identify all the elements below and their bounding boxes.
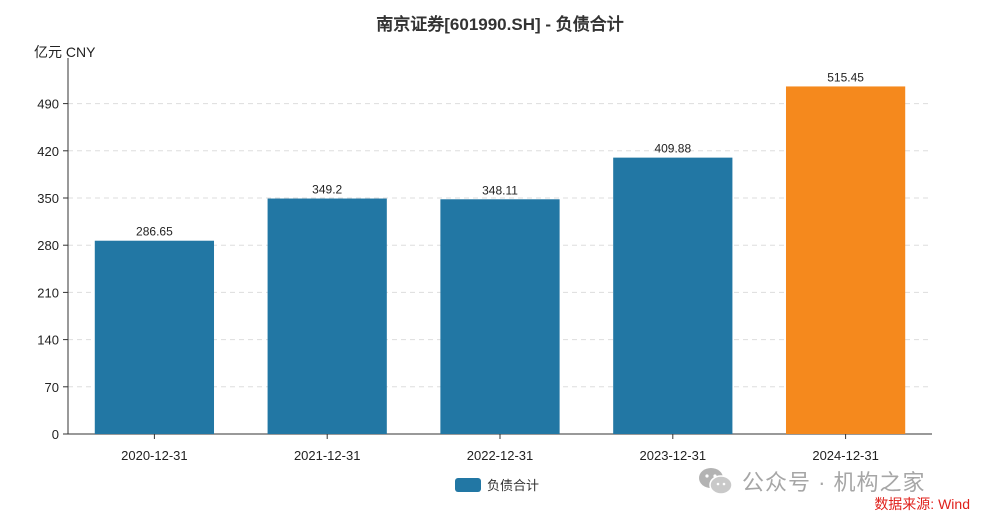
bar-2023-12-31 [613,157,733,434]
bar-2020-12-31 [94,240,215,434]
bar-value-label: 286.65 [136,225,173,239]
y-tick-label: 350 [37,191,59,206]
bar-2022-12-31 [440,199,560,434]
legend-swatch [455,477,481,492]
x-tick-label: 2024-12-31 [812,448,879,463]
bar-value-label: 409.88 [654,142,691,156]
bar-value-label: 348.11 [482,183,518,197]
x-tick-label: 2023-12-31 [640,448,707,463]
chart-title: 南京证券[601990.SH] - 负债合计 [376,15,624,34]
watermark-text: 公众号 · 机构之家 [742,470,926,495]
y-tick-label: 210 [37,285,59,300]
bar-value-label: 515.45 [827,70,864,84]
y-axis-unit-label: 亿元 CNY [34,44,96,60]
legend-label: 负债合计 [487,478,540,493]
legend[interactable]: 负债合计 [455,475,539,494]
wechat-icon [698,466,734,496]
bar-value-label: 349.2 [312,183,342,197]
y-tick-label: 0 [52,427,59,442]
y-tick-label: 280 [37,238,59,253]
x-tick-label: 2020-12-31 [121,448,188,463]
data-source: 数据来源: Wind [874,496,970,512]
x-tick-label: 2022-12-31 [467,448,534,463]
bar-2024-12-31 [785,86,906,435]
watermark: 公众号 · 机构之家 [698,465,926,497]
y-tick-label: 420 [37,144,59,159]
bar-2021-12-31 [267,198,387,434]
y-tick-label: 140 [37,333,59,348]
y-tick-label: 490 [37,97,59,112]
y-tick-label: 70 [45,380,59,395]
x-tick-label: 2021-12-31 [294,448,361,463]
